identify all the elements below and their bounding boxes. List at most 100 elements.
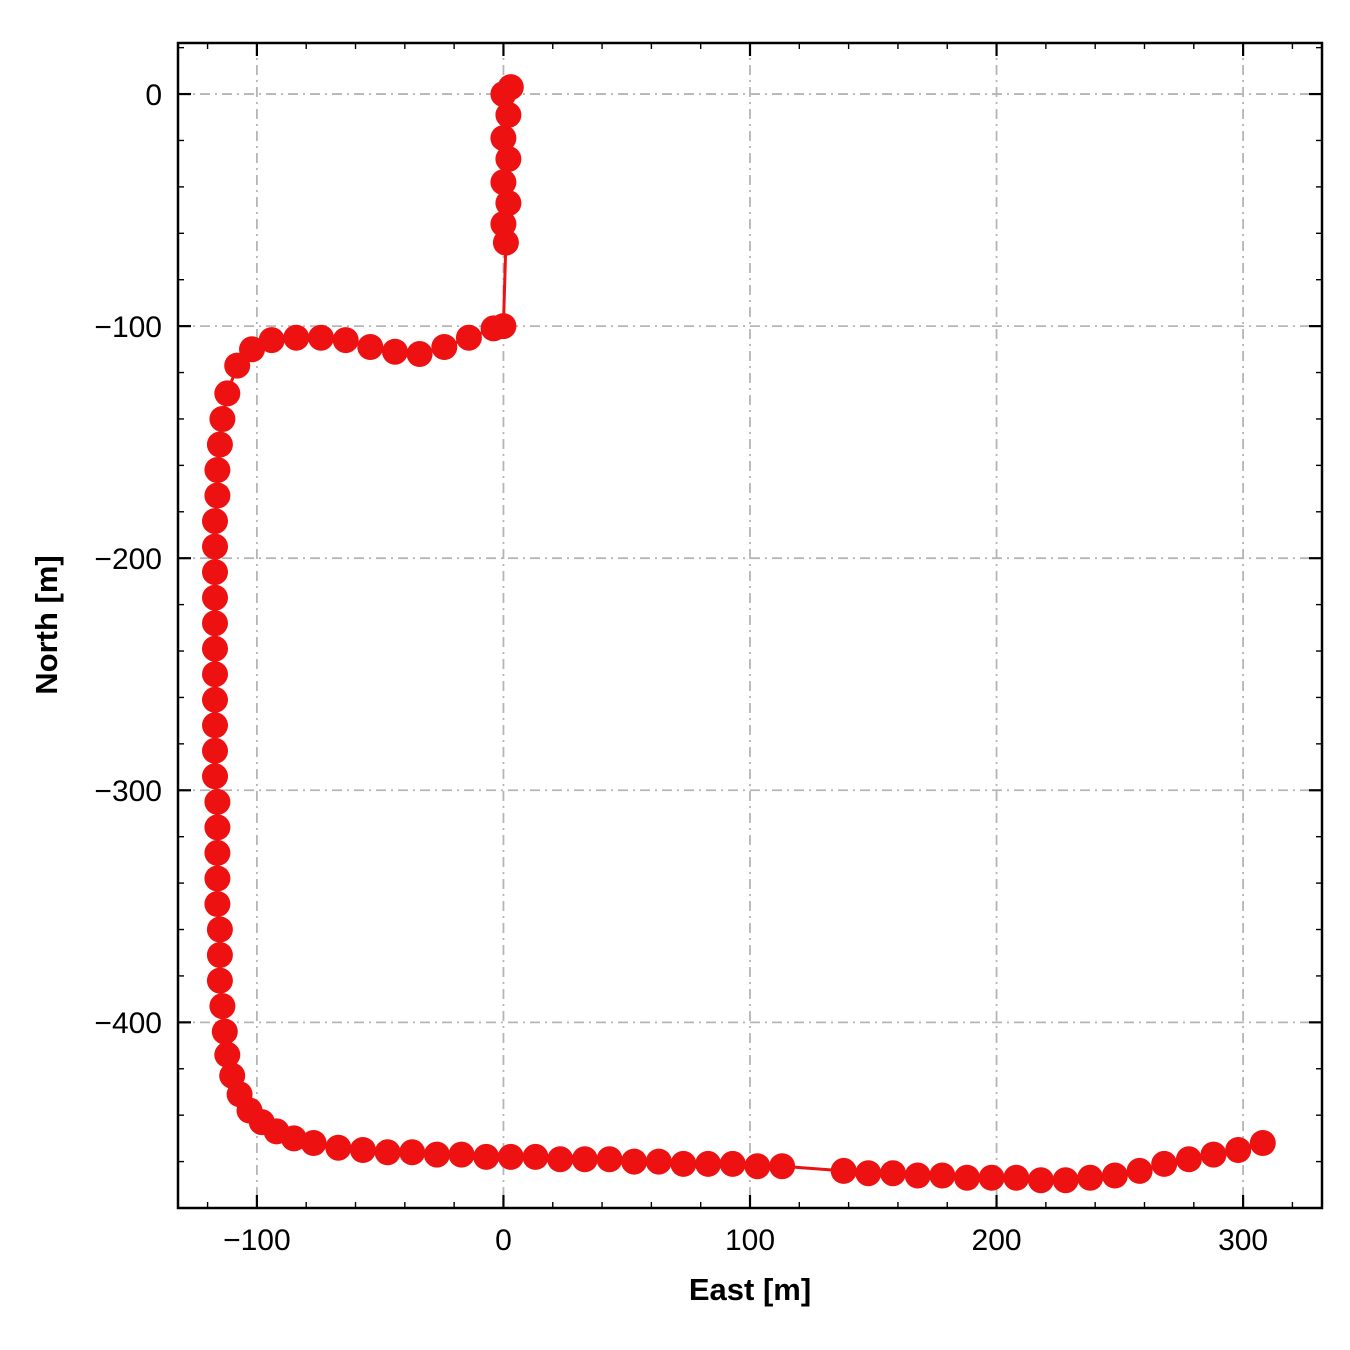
trajectory-line	[213, 85, 1265, 1182]
data-point	[214, 380, 241, 407]
data-point	[621, 1148, 648, 1175]
data-point	[202, 686, 228, 713]
data-point	[204, 839, 231, 866]
data-point	[473, 1143, 500, 1170]
data-point	[202, 763, 228, 790]
data-point	[202, 533, 228, 560]
data-point	[374, 1139, 401, 1166]
data-point	[209, 993, 236, 1020]
data-point	[1101, 1162, 1128, 1189]
data-point	[1027, 1167, 1054, 1194]
data-point	[670, 1150, 697, 1177]
data-point	[300, 1130, 327, 1156]
data-point	[645, 1148, 672, 1175]
data-point	[1077, 1164, 1104, 1191]
data-point	[349, 1137, 376, 1163]
data-point	[431, 334, 458, 360]
data-point	[357, 334, 384, 360]
data-point	[830, 1157, 857, 1184]
data-point	[1225, 1137, 1252, 1163]
data-point	[596, 1146, 623, 1173]
data-point	[1151, 1150, 1178, 1177]
data-point	[929, 1162, 956, 1189]
x-tick-label: −100	[223, 1224, 291, 1257]
data-point	[202, 661, 228, 688]
data-point	[719, 1150, 746, 1177]
data-point	[522, 1143, 549, 1170]
data-point	[1052, 1167, 1079, 1194]
data-point	[308, 324, 334, 351]
x-tick-label: 100	[725, 1224, 775, 1257]
data-point	[495, 101, 522, 128]
data-point	[382, 338, 408, 365]
data-point	[202, 508, 228, 535]
data-point	[695, 1150, 722, 1177]
data-point	[202, 559, 228, 586]
data-point	[1200, 1141, 1227, 1168]
data-point	[1003, 1164, 1030, 1191]
data-point	[855, 1160, 882, 1187]
data-point	[206, 967, 233, 994]
data-point	[280, 1125, 307, 1152]
data-point	[204, 788, 231, 815]
y-tick-label: −100	[94, 311, 162, 344]
data-point	[399, 1139, 426, 1166]
data-point	[202, 584, 228, 611]
trajectory-series	[202, 74, 1276, 1194]
data-point	[490, 81, 517, 108]
data-point	[495, 190, 522, 217]
data-point	[571, 1146, 598, 1173]
data-point	[283, 324, 310, 351]
data-point	[209, 406, 236, 432]
data-point	[490, 125, 517, 152]
data-point	[202, 737, 228, 764]
data-point	[904, 1162, 931, 1189]
data-point	[480, 315, 507, 342]
data-point	[490, 169, 517, 196]
data-point	[206, 431, 233, 458]
data-point	[204, 482, 231, 509]
data-point	[204, 457, 231, 483]
x-tick-label: 0	[495, 1224, 512, 1257]
data-point	[495, 146, 522, 172]
data-point	[202, 712, 228, 739]
x-tick-label: 300	[1218, 1224, 1268, 1257]
data-point	[769, 1153, 796, 1180]
x-tick-label: 200	[972, 1224, 1022, 1257]
data-point	[258, 327, 285, 354]
data-point	[423, 1141, 450, 1168]
y-tick-label: 0	[145, 79, 162, 112]
data-point	[744, 1153, 771, 1180]
data-point	[880, 1160, 906, 1187]
data-point	[211, 1018, 238, 1045]
data-point	[978, 1164, 1005, 1191]
data-point	[202, 610, 228, 637]
data-point	[497, 1143, 524, 1170]
data-point	[406, 341, 433, 367]
data-point	[492, 229, 519, 256]
data-point	[954, 1164, 980, 1191]
data-point	[448, 1141, 475, 1168]
data-point	[1249, 1130, 1276, 1156]
data-point	[455, 324, 482, 351]
data-point	[204, 891, 231, 917]
data-point	[202, 635, 228, 662]
y-tick-label: −300	[94, 775, 162, 808]
data-point	[214, 1041, 241, 1068]
axes-frame-and-ticks	[176, 41, 1324, 1210]
data-point	[206, 942, 233, 968]
data-point	[547, 1146, 574, 1173]
data-point	[1126, 1157, 1153, 1184]
tick-labels: −100 0 100 200 300 0 −100 −200 −300 −400	[94, 79, 1268, 1257]
y-tick-label: −400	[94, 1007, 162, 1040]
grid-lines	[178, 43, 1322, 1208]
data-point	[332, 327, 359, 354]
data-point	[325, 1134, 352, 1161]
y-tick-label: −200	[94, 543, 162, 576]
data-point	[1175, 1146, 1202, 1173]
data-point	[204, 865, 231, 892]
data-point	[224, 352, 251, 379]
data-point	[204, 814, 231, 841]
